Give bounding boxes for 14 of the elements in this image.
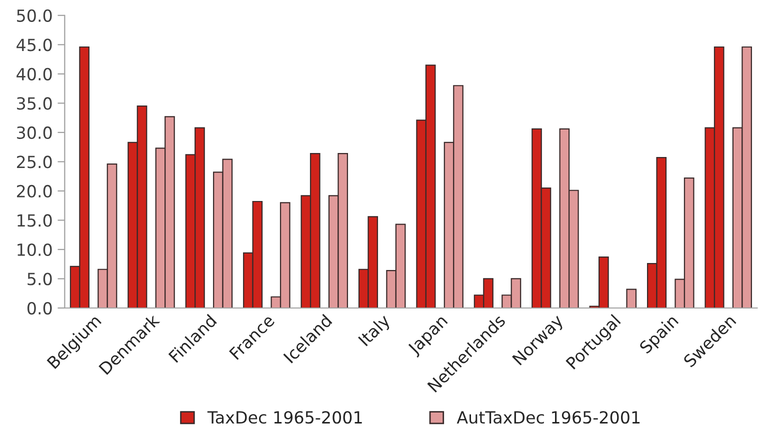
y-tick-label: 35.0 — [17, 97, 52, 110]
y-tick-label: 15.0 — [18, 214, 52, 227]
y-tick-label: 20.0 — [16, 184, 52, 198]
y-tick-label: 10.0 — [18, 243, 52, 256]
y-tick-label: 25.0 — [16, 156, 52, 168]
legend-label: AutTaxDec 1965-2001 — [456, 411, 640, 424]
y-tick-label: 45.0 — [16, 38, 52, 52]
y-tick-label: 40.0 — [16, 68, 52, 80]
legend-label: TaxDec 1965-2001 — [207, 411, 362, 424]
y-tick-label: 5.0 — [28, 272, 52, 286]
y-tick-label: 30.0 — [17, 126, 52, 140]
bar — [626, 288, 637, 308]
y-tick-label: 0.0 — [27, 302, 52, 315]
y-tick-label: 50.0 — [17, 9, 52, 22]
